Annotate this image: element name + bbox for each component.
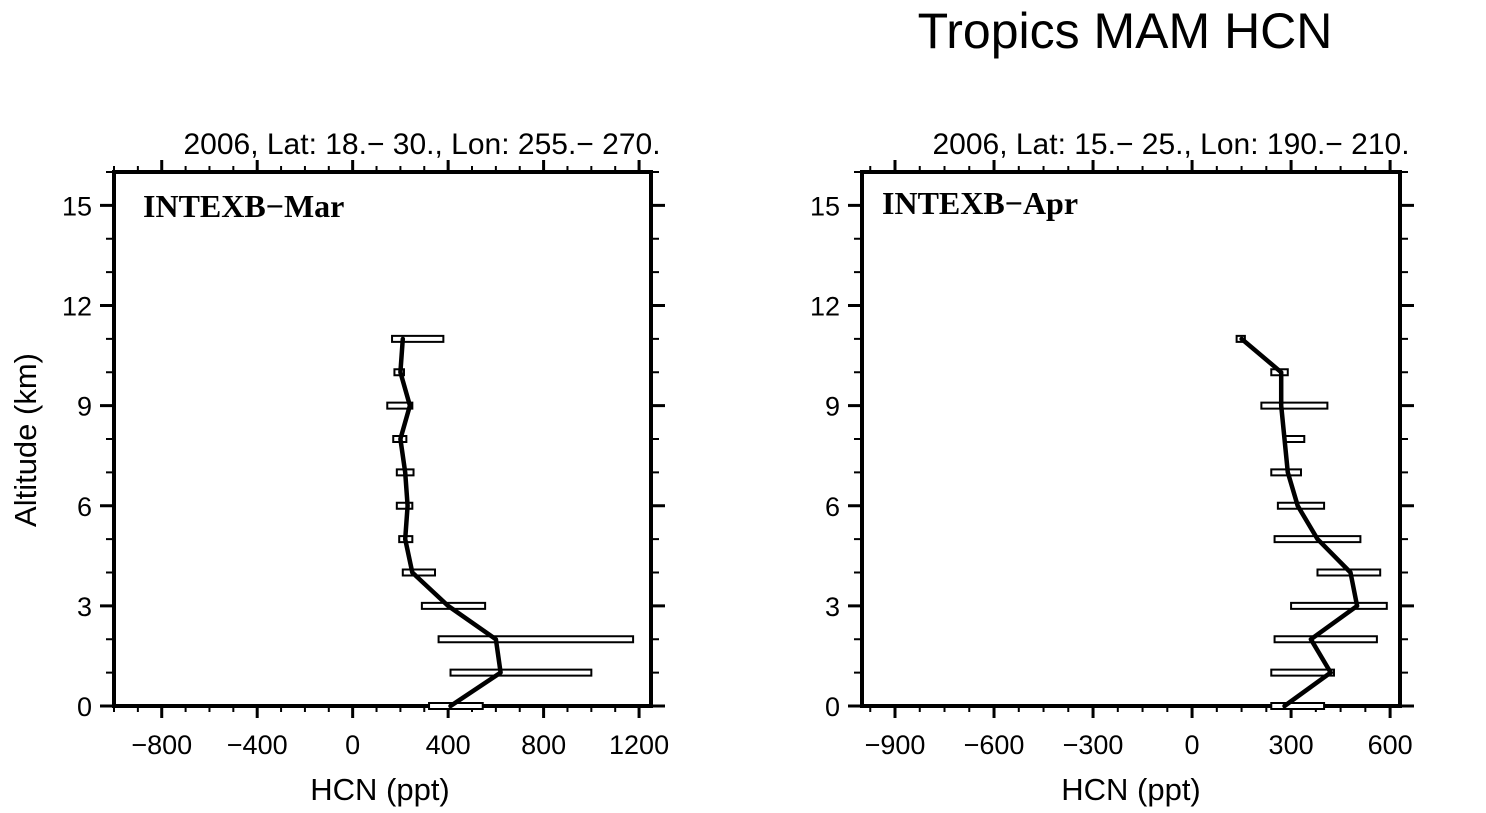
y-tick-label-mar: 12 (62, 292, 92, 322)
x-axis-label-apr: HCN (ppt) (1061, 772, 1201, 807)
range-bar-apr (1270, 702, 1326, 710)
range-bar-mar (437, 635, 635, 644)
range-bar-apr (1273, 635, 1378, 644)
x-tick-label-apr: −600 (964, 730, 1025, 760)
x-tick-label-apr: 300 (1269, 730, 1314, 760)
x-tick-label-mar: −800 (131, 730, 192, 760)
panel-apr: 2006, Lat: 15.− 25., Lon: 190.− 210. INT… (810, 128, 1414, 807)
x-tick-label-mar: 400 (426, 730, 471, 760)
x-tick-label-apr: −300 (1063, 730, 1124, 760)
y-tick-label-apr: 6 (825, 492, 840, 522)
panel-label-mar: INTEXB−Mar (143, 188, 344, 224)
x-tick-label-mar: 0 (345, 730, 360, 760)
panel-label-apr: INTEXB−Apr (882, 185, 1078, 221)
x-tick-label-mar: 1200 (609, 730, 669, 760)
range-bar-mar (395, 501, 414, 510)
x-tick-label-apr: 0 (1185, 730, 1200, 760)
mean-profile-line-apr (1239, 336, 1360, 709)
y-tick-label-mar: 6 (77, 492, 92, 522)
panel-mar: 2006, Lat: 18.− 30., Lon: 255.− 270. INT… (8, 128, 669, 807)
x-tick-label-mar: −400 (227, 730, 288, 760)
top-label-mar: 2006, Lat: 18.− 30., Lon: 255.− 270. (183, 128, 660, 161)
y-tick-label-mar: 3 (77, 592, 92, 622)
plot-frame-mar (112, 170, 653, 708)
y-tick-label-apr: 9 (825, 392, 840, 422)
range-bar-apr (1283, 435, 1306, 443)
plot-frame-apr (860, 170, 1402, 708)
y-tick-label-apr: 12 (810, 292, 840, 322)
top-label-apr: 2006, Lat: 15.− 25., Lon: 190.− 210. (932, 128, 1409, 161)
y-tick-label-mar: 9 (77, 392, 92, 422)
y-tick-label-apr: 0 (825, 692, 840, 722)
range-bar-mar (449, 668, 593, 677)
x-axis-label-mar: HCN (ppt) (310, 772, 450, 807)
mean-profile-line-mar (398, 336, 503, 709)
range-bar-apr (1270, 668, 1335, 677)
x-tick-label-apr: −900 (865, 730, 926, 760)
y-tick-label-mar: 0 (77, 692, 92, 722)
range-bar-mar (401, 568, 437, 577)
range-bar-apr (1290, 601, 1388, 610)
figure-title: Tropics MAM HCN (918, 3, 1333, 59)
y-tick-label-mar: 15 (62, 191, 92, 221)
x-tick-label-mar: 800 (521, 730, 566, 760)
y-axis-label: Altitude (km) (8, 353, 43, 527)
range-bar-mar (391, 334, 445, 343)
range-bar-apr (1260, 401, 1329, 410)
range-bar-mar (386, 401, 414, 410)
y-tick-label-apr: 3 (825, 592, 840, 622)
x-tick-label-apr: 600 (1368, 730, 1413, 760)
y-tick-label-apr: 15 (810, 191, 840, 221)
